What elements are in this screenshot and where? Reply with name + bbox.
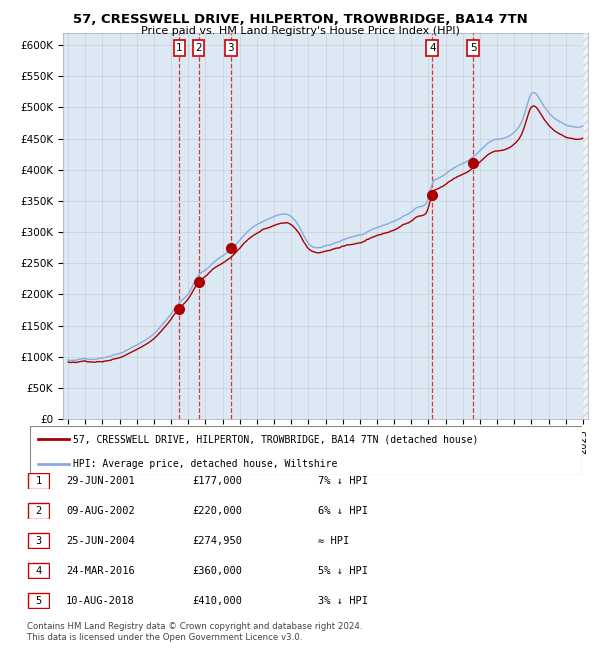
Text: 5: 5: [470, 43, 476, 53]
Text: 10-AUG-2018: 10-AUG-2018: [66, 595, 135, 606]
Text: Contains HM Land Registry data © Crown copyright and database right 2024.
This d: Contains HM Land Registry data © Crown c…: [27, 622, 362, 642]
Text: 1: 1: [176, 43, 183, 53]
Text: 5% ↓ HPI: 5% ↓ HPI: [318, 566, 368, 576]
Text: 1: 1: [35, 476, 41, 486]
Text: 7% ↓ HPI: 7% ↓ HPI: [318, 476, 368, 486]
Text: 57, CRESSWELL DRIVE, HILPERTON, TROWBRIDGE, BA14 7TN: 57, CRESSWELL DRIVE, HILPERTON, TROWBRID…: [73, 13, 527, 26]
Text: 25-JUN-2004: 25-JUN-2004: [66, 536, 135, 546]
Text: 09-AUG-2002: 09-AUG-2002: [66, 506, 135, 516]
Text: Price paid vs. HM Land Registry's House Price Index (HPI): Price paid vs. HM Land Registry's House …: [140, 26, 460, 36]
Text: £274,950: £274,950: [192, 536, 242, 546]
Text: £360,000: £360,000: [192, 566, 242, 576]
Text: 2: 2: [195, 43, 202, 53]
Text: 4: 4: [429, 43, 436, 53]
Text: 24-MAR-2016: 24-MAR-2016: [66, 566, 135, 576]
Text: 6% ↓ HPI: 6% ↓ HPI: [318, 506, 368, 516]
Text: £177,000: £177,000: [192, 476, 242, 486]
Text: 3: 3: [35, 536, 41, 546]
Text: 3% ↓ HPI: 3% ↓ HPI: [318, 595, 368, 606]
Text: 3: 3: [227, 43, 234, 53]
Text: 4: 4: [35, 566, 41, 576]
Text: 2: 2: [35, 506, 41, 516]
Text: 57, CRESSWELL DRIVE, HILPERTON, TROWBRIDGE, BA14 7TN (detached house): 57, CRESSWELL DRIVE, HILPERTON, TROWBRID…: [73, 434, 478, 445]
Text: £410,000: £410,000: [192, 595, 242, 606]
Text: £220,000: £220,000: [192, 506, 242, 516]
Text: ≈ HPI: ≈ HPI: [318, 536, 349, 546]
Text: HPI: Average price, detached house, Wiltshire: HPI: Average price, detached house, Wilt…: [73, 459, 337, 469]
Text: 29-JUN-2001: 29-JUN-2001: [66, 476, 135, 486]
Text: 5: 5: [35, 595, 41, 606]
